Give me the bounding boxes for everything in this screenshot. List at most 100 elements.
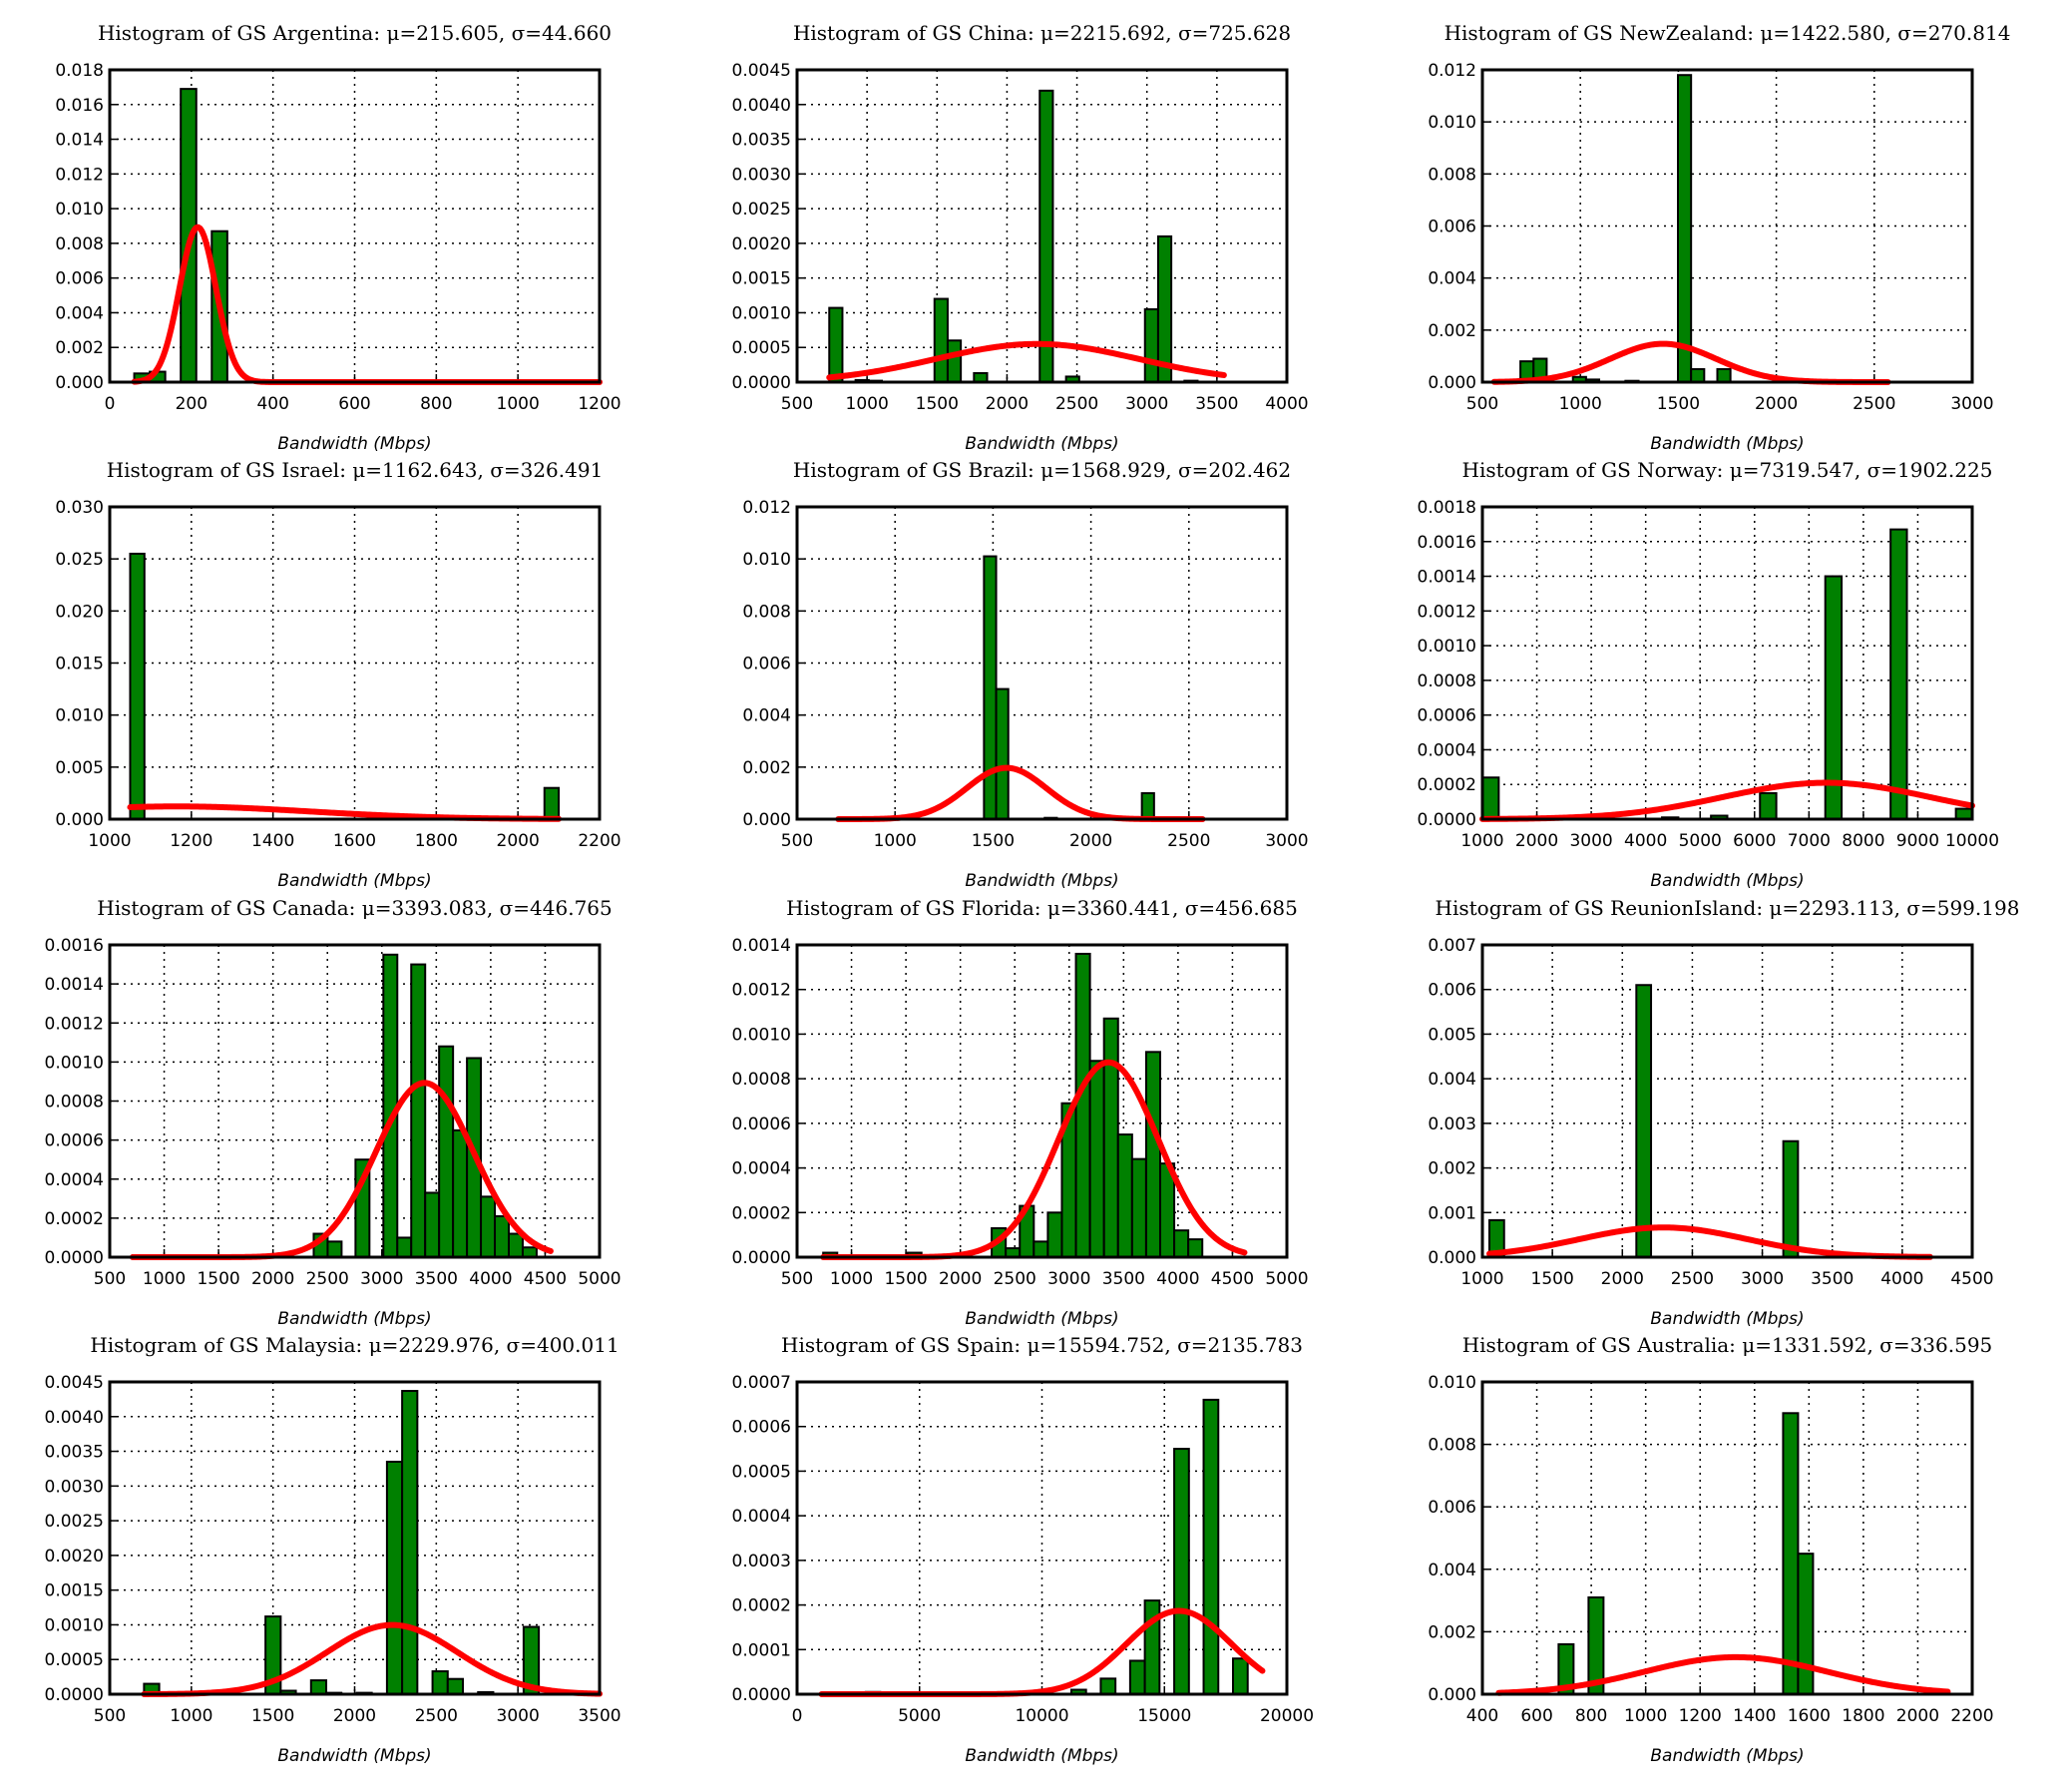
y-tick-label: 0.010 — [1428, 1373, 1476, 1393]
histogram-bar — [1130, 1157, 1147, 1258]
histogram-bar — [1782, 1412, 1800, 1696]
x-tick-label: 1500 — [1531, 1269, 1574, 1289]
y-tick-label: 0.0025 — [45, 1512, 104, 1532]
y-tick-label: 0.005 — [55, 758, 104, 778]
x-tick-label: 1000 — [1460, 1269, 1503, 1289]
y-tick-label: 0.0005 — [45, 1650, 104, 1670]
x-axis-label: Bandwidth (Mbps) — [1650, 1746, 1804, 1766]
x-tick-label: 2000 — [497, 831, 540, 851]
y-tick-label: 0.007 — [1428, 936, 1476, 956]
x-tick-label: 1400 — [251, 831, 294, 851]
x-tick-label: 1200 — [578, 394, 620, 414]
y-tick-label: 0.0002 — [45, 1209, 104, 1229]
histogram-bar — [1074, 952, 1091, 1258]
x-tick-label: 2500 — [415, 1706, 458, 1726]
x-axis-label: Bandwidth (Mbps) — [277, 871, 431, 891]
x-tick-label: 600 — [1520, 1706, 1552, 1726]
x-tick-label: 0 — [105, 394, 116, 414]
y-tick-label: 0.008 — [1428, 1436, 1476, 1456]
y-tick-label: 0.002 — [742, 758, 791, 778]
axes-frame — [795, 505, 1289, 821]
y-tick-label: 0.0014 — [1418, 568, 1476, 588]
histogram-bar — [1144, 1051, 1161, 1259]
y-tick-label: 0.0020 — [732, 234, 791, 254]
histogram-bar — [508, 1232, 524, 1259]
fit-curve — [131, 224, 603, 385]
x-tick-label: 1000 — [88, 831, 131, 851]
histogram-bar — [431, 1670, 449, 1695]
x-axis-label: Bandwidth (Mbps) — [1650, 434, 1804, 454]
y-tick-label: 0.0010 — [732, 1025, 791, 1045]
histogram-bar — [828, 306, 844, 384]
x-axis-label: Bandwidth (Mbps) — [1650, 871, 1804, 891]
histogram-bar — [1889, 528, 1908, 820]
histogram-bar — [1102, 1017, 1119, 1258]
axes-frame — [1480, 68, 1974, 384]
y-tick-label: 0.004 — [1428, 269, 1476, 289]
y-tick-label: 0.0005 — [732, 1462, 791, 1482]
axes-frame — [108, 1380, 602, 1696]
y-tick-label: 0.012 — [55, 165, 104, 185]
axes-frame — [1480, 505, 1974, 821]
x-tick-label: 200 — [176, 394, 207, 414]
x-tick-label: 4500 — [524, 1269, 567, 1289]
histogram-bar — [1231, 1657, 1249, 1695]
x-tick-label: 3000 — [360, 1269, 403, 1289]
x-tick-label: 400 — [256, 394, 288, 414]
histogram-bar — [401, 1390, 419, 1695]
x-axis-label: Bandwidth (Mbps) — [277, 1746, 431, 1766]
x-tick-label: 4000 — [469, 1269, 512, 1289]
histogram-bar — [1716, 367, 1732, 384]
x-tick-label: 2000 — [1601, 1269, 1644, 1289]
x-tick-label: 1500 — [251, 1706, 294, 1726]
x-tick-label: 2200 — [578, 831, 620, 851]
y-tick-label: 0.004 — [55, 303, 104, 323]
x-tick-label: 3000 — [1741, 1269, 1784, 1289]
x-tick-label: 10000 — [1015, 1706, 1068, 1726]
y-tick-label: 0.010 — [55, 706, 104, 726]
x-tick-label: 4000 — [1624, 831, 1667, 851]
x-tick-label: 1000 — [170, 1706, 212, 1726]
axes-frame — [795, 943, 1289, 1259]
y-tick-label: 0.0040 — [732, 96, 791, 116]
histogram-bar — [1677, 74, 1693, 383]
y-tick-label: 0.0010 — [45, 1615, 104, 1635]
y-tick-label: 0.0010 — [732, 303, 791, 323]
histogram-bar — [438, 1045, 455, 1258]
y-tick-label: 0.0000 — [732, 1248, 791, 1268]
histogram-bar — [1782, 1139, 1800, 1258]
y-tick-label: 0.008 — [55, 234, 104, 254]
y-tick-label: 0.002 — [1428, 1622, 1476, 1642]
histogram-bar — [1046, 1211, 1063, 1259]
y-tick-label: 0.0010 — [45, 1053, 104, 1073]
x-tick-label: 5000 — [898, 1706, 941, 1726]
y-tick-label: 0.0007 — [732, 1373, 791, 1393]
fit-curve — [127, 803, 563, 822]
histogram-bar — [410, 963, 427, 1258]
y-tick-label: 0.0015 — [732, 269, 791, 289]
y-tick-label: 0.0005 — [732, 338, 791, 358]
x-tick-label: 5000 — [1265, 1269, 1308, 1289]
y-tick-label: 0.002 — [1428, 1159, 1476, 1179]
x-tick-label: 400 — [1466, 1706, 1498, 1726]
y-tick-label: 0.0030 — [45, 1477, 104, 1497]
x-tick-label: 1200 — [1679, 1706, 1722, 1726]
chart-title: Histogram of GS Argentina: μ=215.605, σ=… — [98, 21, 612, 45]
x-tick-label: 500 — [781, 1269, 813, 1289]
x-axis-label: Bandwidth (Mbps) — [277, 1309, 431, 1329]
y-tick-label: 0.010 — [742, 550, 791, 570]
y-tick-label: 0.004 — [1428, 1070, 1476, 1090]
x-tick-label: 1600 — [1788, 1706, 1831, 1726]
histogram-bar — [1140, 791, 1155, 821]
chart-title: Histogram of GS ReunionIsland: μ=2293.11… — [1436, 896, 2020, 920]
chart-title: Histogram of GS Malaysia: μ=2229.976, σ=… — [90, 1333, 619, 1357]
x-tick-label: 1500 — [197, 1269, 239, 1289]
x-tick-label: 3500 — [578, 1706, 620, 1726]
y-tick-label: 0.0000 — [45, 1685, 104, 1705]
chart-title: Histogram of GS Brazil: μ=1568.929, σ=20… — [793, 458, 1291, 482]
axes-frame — [108, 68, 602, 384]
x-tick-label: 2000 — [1515, 831, 1558, 851]
histogram-bar — [1173, 1448, 1190, 1695]
y-tick-label: 0.000 — [1428, 373, 1476, 393]
